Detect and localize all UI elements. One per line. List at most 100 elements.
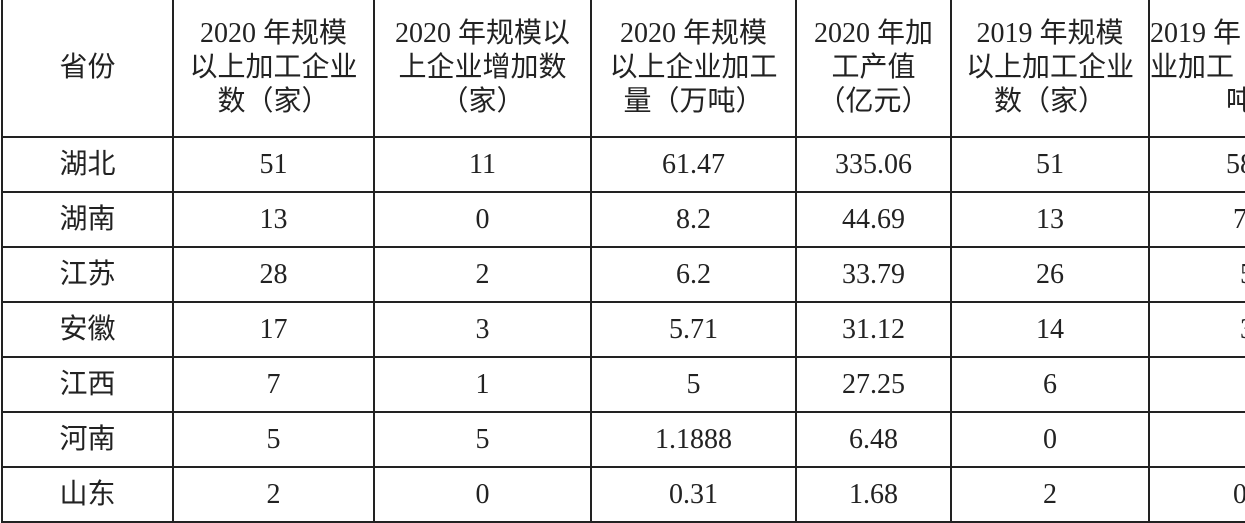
header-text: 以上加工企业 (965, 52, 1134, 83)
data-cell: 安徽 (1, 301, 174, 358)
data-cell: 1.68 (795, 466, 952, 523)
data-cell: 5 (1148, 246, 1245, 303)
cell-text: 13 (259, 203, 288, 235)
data-cell: 3 (1148, 301, 1245, 358)
header-text: 2020 年规模 (199, 18, 347, 49)
data-cell: 44.69 (795, 191, 952, 248)
data-cell: 7. (1148, 191, 1245, 248)
cell-text: 6 (1043, 368, 1057, 400)
data-cell: 58 (1148, 136, 1245, 193)
data-cell: 13 (172, 191, 375, 248)
data-row: 江苏 28 2 6.2 33.79 26 5 (1, 246, 1245, 303)
data-cell: 13 (950, 191, 1150, 248)
data-cell: 湖南 (1, 191, 174, 248)
header-text: 上企业增加数 (398, 52, 567, 83)
cell-text: 51 (259, 148, 288, 180)
data-cell: 2 (950, 466, 1150, 523)
cell-text: 51 (1036, 148, 1064, 180)
header-text: 数（家） (993, 86, 1106, 117)
cell-text: 1.1888 (655, 423, 732, 455)
cell-text: 5.71 (669, 313, 718, 345)
data-cell: 2 (373, 246, 592, 303)
data-cell: 51 (950, 136, 1150, 193)
data-cell: 山东 (1, 466, 174, 523)
cell-text: 1 (475, 368, 490, 400)
cell-text: 安徽 (59, 313, 116, 345)
cell-text: 14 (1036, 313, 1064, 345)
header-text: 量（万吨） (623, 86, 764, 117)
data-cell: 江苏 (1, 246, 174, 303)
cell-text: 1.68 (849, 478, 898, 510)
header-cell: 2020 年规模 以上加工企业 数（家） (172, 0, 375, 138)
data-row: 湖南 13 0 8.2 44.69 13 7. (1, 191, 1245, 248)
cell-text: 湖南 (59, 203, 116, 235)
cell-text: 0 (475, 203, 490, 235)
cell-text: 0 (475, 478, 490, 510)
cell-text: 5 (475, 423, 490, 455)
data-cell: 31.12 (795, 301, 952, 358)
cell-text: 0 (1043, 423, 1057, 455)
cell-text: 61.47 (662, 148, 725, 180)
header-cell: 2019 年规模 以上加工企业 数（家） (950, 0, 1150, 138)
cell-text: 2 (1043, 478, 1057, 510)
cell-text: 5 (266, 423, 281, 455)
header-cell: 2020 年规模以 上企业增加数 （家） (373, 0, 592, 138)
data-cell: 0. (1148, 466, 1245, 523)
cell-text: 2 (475, 258, 490, 290)
header-text: 工产值 (831, 52, 916, 83)
header-text: 2020 年规模以 (394, 18, 570, 49)
cell-text: 江西 (59, 368, 116, 400)
cell-text: 335.06 (835, 148, 912, 180)
data-cell: 8.2 (590, 191, 797, 248)
data-cell: 61.47 (590, 136, 797, 193)
data-cell: 14 (950, 301, 1150, 358)
cell-text: 2 (266, 478, 281, 510)
cell-text: 17 (259, 313, 288, 345)
data-cell: 6 (950, 356, 1150, 413)
cell-text: 44.69 (842, 203, 905, 235)
data-cell: 7 (172, 356, 375, 413)
header-text: 以上企业加工 (609, 52, 778, 83)
data-cell: 0 (950, 411, 1150, 468)
data-cell: 28 (172, 246, 375, 303)
cell-text: 13 (1036, 203, 1064, 235)
header-text: （亿元） (817, 86, 930, 117)
cell-text: 31.12 (842, 313, 905, 345)
data-cell: 5 (373, 411, 592, 468)
header-text: 2019 年规模 (976, 18, 1124, 49)
cell-text: 8.2 (676, 203, 711, 235)
cell-text: 7. (1233, 204, 1245, 235)
cell-text: 6.2 (676, 258, 711, 290)
cell-text: 山东 (59, 478, 116, 510)
header-text: 2020 年规模 (619, 18, 767, 49)
data-cell: 2 (172, 466, 375, 523)
cell-text: 5 (686, 368, 701, 400)
data-cell: 26 (950, 246, 1150, 303)
data-cell: 6.48 (795, 411, 952, 468)
data-cell: 17 (172, 301, 375, 358)
data-cell: 33.79 (795, 246, 952, 303)
cell-text: 5 (1240, 259, 1245, 290)
data-cell: 5.71 (590, 301, 797, 358)
cell-text: 湖北 (59, 148, 116, 180)
data-cell: 3 (373, 301, 592, 358)
data-cell: 51 (172, 136, 375, 193)
data-cell: 27.25 (795, 356, 952, 413)
cell-text: 河南 (59, 423, 116, 455)
cell-text: 27.25 (842, 368, 905, 400)
data-cell (1148, 411, 1245, 468)
header-text: 吨 (1151, 85, 1245, 119)
data-row: 安徽 17 3 5.71 31.12 14 3 (1, 301, 1245, 358)
data-cell (1148, 356, 1245, 413)
data-cell: 河南 (1, 411, 174, 468)
header-cell: 省份 (1, 0, 174, 138)
cell-text: 33.79 (842, 258, 905, 290)
header-text: 业加工 (1150, 52, 1235, 83)
cell-text: 江苏 (59, 258, 116, 290)
data-cell: 0 (373, 191, 592, 248)
cell-text: 0.31 (669, 478, 718, 510)
data-row: 江西 7 1 5 27.25 6 (1, 356, 1245, 413)
